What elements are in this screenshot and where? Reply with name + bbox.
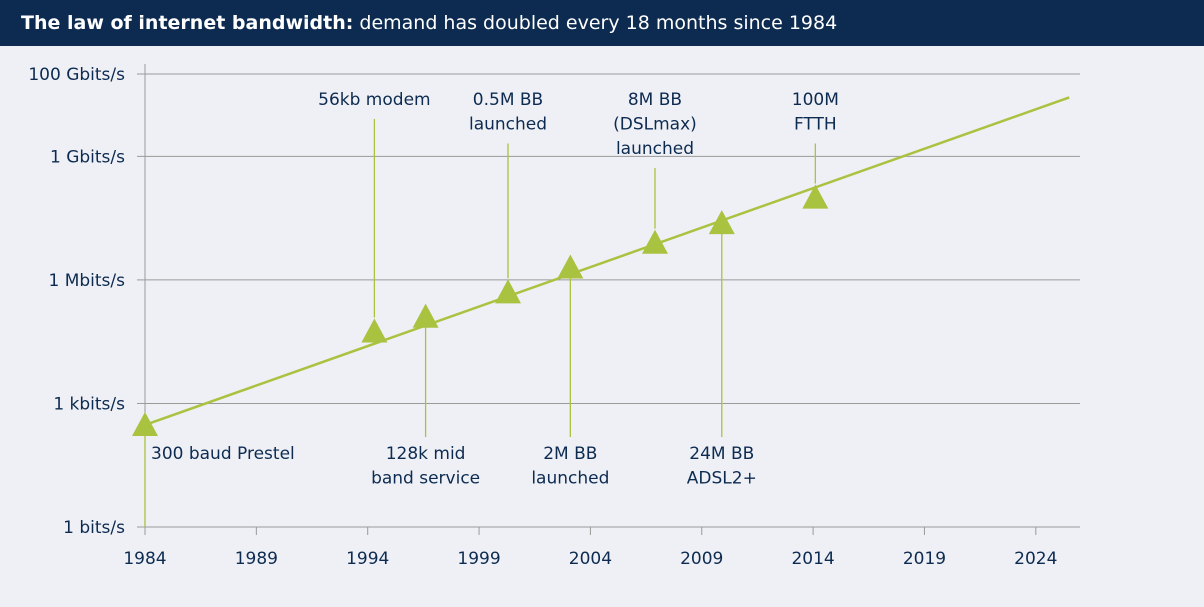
chart-title: The law of internet bandwidth: demand ha… xyxy=(0,0,1204,46)
annotation-label: 56kb modem xyxy=(318,90,430,110)
data-point-marker xyxy=(132,411,158,437)
annotation-label: (DSLmax) xyxy=(613,115,697,135)
markers xyxy=(132,184,829,437)
annotation-label: 128k mid xyxy=(386,444,466,464)
data-point-marker xyxy=(802,184,829,209)
annotation-label: 8M BB xyxy=(628,90,682,110)
bandwidth-chart: 1 bits/s 1 kbits/s 1 Mbits/s 1 Gbits/s 100 G… xyxy=(28,64,1080,569)
data-point-marker xyxy=(412,303,439,328)
x-tick-label: 2024 xyxy=(1014,549,1057,569)
annotation-label: launched xyxy=(531,469,609,489)
y-tick-label: 1 kbits/s xyxy=(53,394,125,414)
trend-line xyxy=(144,96,1070,427)
annotation-leaders xyxy=(144,119,816,527)
annotation-label: FTTH xyxy=(794,115,837,135)
chart-title-bold: The law of internet bandwidth: xyxy=(21,12,354,34)
annotation-label: launched xyxy=(469,115,547,135)
y-tick-label: 1 Gbits/s xyxy=(50,147,125,167)
annotation-label: ADSL2+ xyxy=(687,469,757,489)
data-point-marker xyxy=(361,318,388,343)
annotation-label: launched xyxy=(616,139,694,159)
x-tick-label: 1994 xyxy=(346,549,389,569)
x-tick-label: 2009 xyxy=(680,549,723,569)
data-point-marker xyxy=(495,279,522,304)
annotation-label: 100M xyxy=(792,90,839,110)
annotation-label: 2M BB xyxy=(543,444,597,464)
annotation-label: 0.5M BB xyxy=(473,90,543,110)
x-tick-label: 2019 xyxy=(903,549,946,569)
chart-title-rest: demand has doubled every 18 months since… xyxy=(353,12,838,34)
x-tick-label: 2014 xyxy=(791,549,834,569)
data-point-marker xyxy=(641,229,668,254)
y-tick-label: 1 bits/s xyxy=(63,518,125,538)
data-point-marker xyxy=(708,210,735,235)
annotation-label: 300 baud Prestel xyxy=(151,444,295,464)
axes: 1 bits/s 1 kbits/s 1 Mbits/s 1 Gbits/s 100 G… xyxy=(28,64,1057,569)
annotation-labels: 300 baud Prestel 56kb modem 128k mid band s… xyxy=(151,90,839,489)
annotation-label: band service xyxy=(371,469,480,489)
x-tick-label: 1989 xyxy=(235,549,278,569)
trend-line-layer xyxy=(144,96,1070,427)
annotation-label: 24M BB xyxy=(689,444,754,464)
x-tick-label: 2004 xyxy=(569,549,612,569)
x-tick-label: 1984 xyxy=(123,549,166,569)
y-tick-label: 100 Gbits/s xyxy=(28,65,125,85)
y-tick-label: 1 Mbits/s xyxy=(48,271,125,291)
data-point-marker xyxy=(557,254,584,279)
x-tick-label: 1999 xyxy=(457,549,500,569)
